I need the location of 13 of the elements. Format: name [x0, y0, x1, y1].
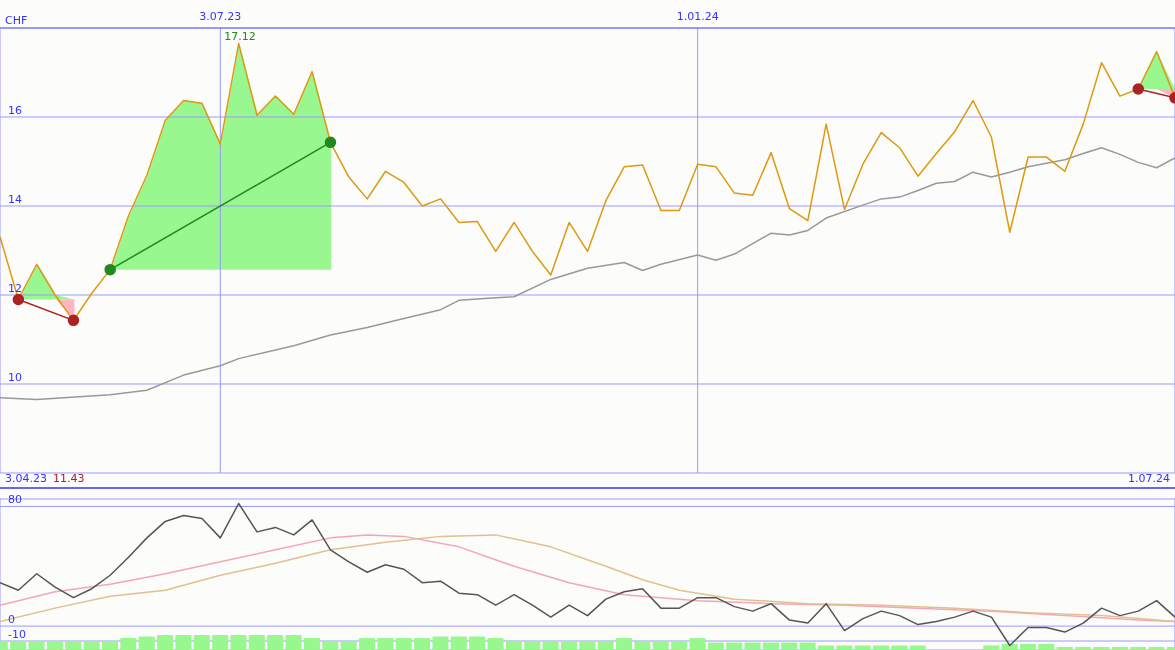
- annotation: 17.12: [224, 30, 256, 43]
- annotation: 1.07.24: [1128, 472, 1170, 485]
- annotation: 11.43: [53, 472, 85, 485]
- y-tick-label: 0: [8, 612, 15, 626]
- x-tick-label: 1.01.24: [676, 10, 719, 23]
- y-tick-label: -10: [8, 627, 26, 641]
- y-tick-label: 14: [8, 192, 22, 206]
- annotation: 3.04.23: [5, 472, 47, 485]
- y-tick-label: 10: [8, 370, 22, 384]
- y-axis-title: CHF: [5, 14, 28, 27]
- y-tick-label: 16: [8, 103, 22, 117]
- y-tick-label: 80: [8, 493, 22, 507]
- x-tick-label: 3.07.23: [199, 10, 242, 23]
